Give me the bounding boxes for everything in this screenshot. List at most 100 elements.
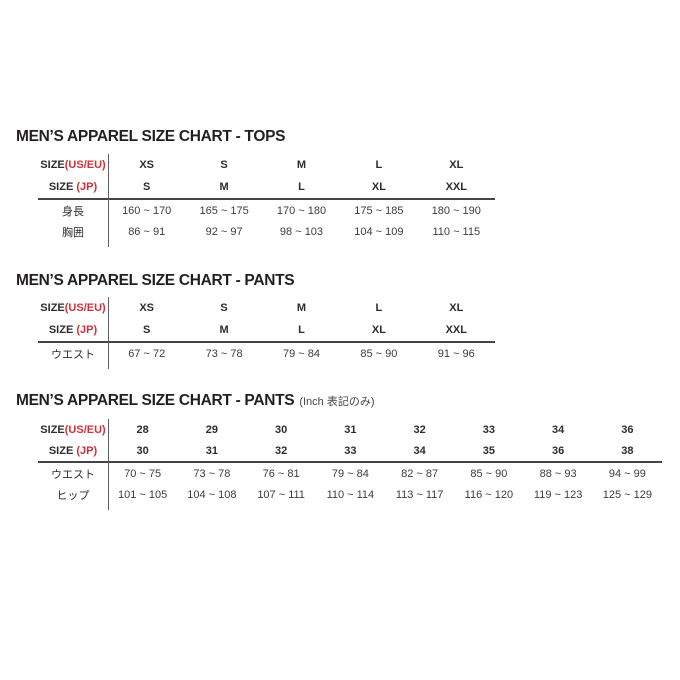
row-label: SIZE(US/EU) bbox=[38, 159, 108, 171]
measurement-value-cell: 107 ~ 111 bbox=[257, 488, 305, 501]
measurement-value-cell: 175 ~ 185 bbox=[354, 204, 404, 217]
measurement-value-cell: 113 ~ 117 bbox=[395, 488, 444, 501]
row-label-region: (JP) bbox=[76, 444, 98, 457]
tops-size-chart-section: MEN’S APPAREL SIZE CHART - TOPS SIZE(US/… bbox=[16, 127, 495, 247]
measurement-value-cell: 104 ~ 108 bbox=[187, 488, 237, 501]
size-value-cell: 34 bbox=[552, 423, 565, 436]
size-value-cell: M bbox=[219, 324, 229, 336]
size-value-cell: 36 bbox=[621, 423, 634, 436]
measurement-value-cell: 79 ~ 84 bbox=[282, 347, 320, 360]
size-value-cell: XS bbox=[139, 302, 155, 314]
size-value-cell: M bbox=[296, 302, 307, 314]
size-value-cell: 35 bbox=[482, 444, 495, 457]
measurement-value-cell: 76 ~ 81 bbox=[262, 467, 300, 480]
size-header-row: SIZE(US/EU) XS S M L XL bbox=[38, 297, 495, 319]
title-text: MEN’S APPAREL SIZE CHART - TOPS bbox=[16, 128, 286, 145]
row-label-text: SIZE bbox=[48, 181, 77, 193]
measurement-value-cell: 92 ~ 97 bbox=[205, 225, 243, 238]
size-value-cell: S bbox=[143, 181, 151, 193]
measurement-value-cell: 91 ~ 96 bbox=[437, 347, 475, 360]
size-value-cell: 31 bbox=[205, 444, 218, 457]
pants-inch-size-chart-section: MEN’S APPAREL SIZE CHART - PANTS (Inch 表記… bbox=[16, 391, 662, 510]
measurement-value-cell: 85 ~ 90 bbox=[360, 347, 398, 360]
size-value-cell: L bbox=[375, 302, 383, 314]
table-divider-rule bbox=[38, 198, 495, 200]
size-value-cell: XL bbox=[371, 324, 386, 336]
size-value-cell: 29 bbox=[205, 423, 218, 436]
measurement-row: ウエスト 70 ~ 75 73 ~ 78 76 ~ 81 79 ~ 84 82 ~ 87 8… bbox=[38, 463, 662, 484]
measurement-value-cell: 86 ~ 91 bbox=[128, 225, 166, 238]
measurement-value-cell: 88 ~ 93 bbox=[539, 467, 577, 480]
size-value-cell: S bbox=[220, 302, 228, 314]
tops-size-table: SIZE(US/EU) XS S M L XL SIZE (JP) S M L XL XXL 身長 160… bbox=[38, 154, 495, 247]
row-label-region: (JP) bbox=[76, 181, 98, 193]
measurement-value-cell: 160 ~ 170 bbox=[122, 204, 172, 217]
row-label: SIZE(US/EU) bbox=[38, 302, 108, 314]
row-label: SIZE (JP) bbox=[38, 181, 108, 193]
size-value-cell: L bbox=[298, 324, 305, 336]
row-label: SIZE (JP) bbox=[38, 324, 108, 336]
measurement-value-cell: 67 ~ 72 bbox=[128, 347, 166, 360]
measurement-value-cell: 170 ~ 180 bbox=[276, 204, 327, 217]
table-divider-rule bbox=[38, 341, 495, 343]
size-value-cell: 34 bbox=[413, 444, 426, 457]
measurement-value-cell: 94 ~ 99 bbox=[608, 467, 646, 480]
size-value-cell: 30 bbox=[136, 444, 149, 457]
size-header-row: SIZE (JP) S M L XL XXL bbox=[38, 176, 495, 198]
measurement-label: ウエスト bbox=[51, 468, 95, 481]
size-value-cell: L bbox=[375, 159, 383, 171]
measurement-label: 身長 bbox=[62, 205, 84, 218]
size-value-cell: 32 bbox=[413, 423, 426, 436]
size-header-row: SIZE(US/EU) XS S M L XL bbox=[38, 154, 495, 176]
measurement-value-cell: 73 ~ 78 bbox=[193, 467, 231, 480]
size-value-cell: 28 bbox=[136, 423, 149, 436]
size-value-cell: S bbox=[143, 324, 151, 336]
measurement-value-cell: 98 ~ 103 bbox=[279, 225, 324, 238]
measurement-value-cell: 79 ~ 84 bbox=[331, 467, 369, 480]
pants-inch-chart-title: MEN’S APPAREL SIZE CHART - PANTS (Inch 表記… bbox=[16, 391, 662, 412]
row-label-region: (US/EU) bbox=[64, 159, 106, 171]
row-label: SIZE (JP) bbox=[38, 445, 108, 457]
measurement-value-cell: 165 ~ 175 bbox=[199, 204, 249, 217]
measurement-value-cell: 119 ~ 123 bbox=[533, 488, 583, 501]
size-value-cell: 36 bbox=[552, 444, 565, 457]
table-divider-rule bbox=[38, 461, 662, 463]
size-value-cell: L bbox=[298, 181, 305, 193]
measurement-row: ヒップ 101 ~ 105 104 ~ 108 107 ~ 111 110 ~ 114 1… bbox=[38, 484, 662, 505]
measurement-label: 胸囲 bbox=[62, 226, 84, 239]
size-value-cell: XL bbox=[449, 302, 464, 314]
pants-size-table: SIZE(US/EU) XS S M L XL SIZE (JP) S M L XL XXL ウエスト 6… bbox=[38, 297, 495, 369]
size-value-cell: XL bbox=[371, 181, 386, 193]
size-value-cell: 30 bbox=[275, 423, 288, 436]
size-header-row: SIZE (JP) S M L XL XXL bbox=[38, 319, 495, 341]
measurement-value-cell: 125 ~ 129 bbox=[602, 488, 652, 501]
measurement-label: ウエスト bbox=[51, 348, 95, 361]
pants-size-chart-section: MEN’S APPAREL SIZE CHART - PANTS SIZE(US… bbox=[16, 271, 495, 369]
measurement-value-cell: 85 ~ 90 bbox=[470, 467, 508, 480]
measurement-row: 身長 160 ~ 170 165 ~ 175 170 ~ 180 175 ~ 185 18… bbox=[38, 200, 495, 221]
pants-chart-title: MEN’S APPAREL SIZE CHART - PANTS bbox=[16, 271, 495, 291]
row-label-text: SIZE bbox=[40, 159, 65, 171]
measurement-value-cell: 104 ~ 109 bbox=[354, 225, 404, 238]
measurement-value-cell: 101 ~ 105 bbox=[118, 488, 168, 501]
size-value-cell: XXL bbox=[445, 324, 467, 336]
measurement-label: ヒップ bbox=[56, 489, 90, 502]
row-label-text: SIZE bbox=[40, 302, 65, 314]
measurement-value-cell: 180 ~ 190 bbox=[431, 204, 481, 217]
size-value-cell: M bbox=[219, 181, 229, 193]
row-label-text: SIZE bbox=[48, 444, 77, 457]
row-label-region: (JP) bbox=[76, 324, 98, 336]
size-value-cell: M bbox=[296, 159, 307, 171]
measurement-value-cell: 110 ~ 115 bbox=[432, 225, 481, 238]
size-value-cell: 32 bbox=[275, 444, 288, 457]
size-value-cell: 38 bbox=[621, 444, 634, 457]
row-label: SIZE(US/EU) bbox=[38, 424, 108, 436]
title-text: MEN’S APPAREL SIZE CHART - PANTS bbox=[16, 272, 295, 289]
measurement-value-cell: 116 ~ 120 bbox=[464, 488, 514, 501]
size-value-cell: 31 bbox=[344, 423, 357, 436]
title-note-inch-only: (Inch 表記のみ) bbox=[299, 396, 375, 408]
tops-chart-title: MEN’S APPAREL SIZE CHART - TOPS bbox=[16, 127, 495, 147]
size-header-row: SIZE (JP) 30 31 32 33 34 35 36 38 bbox=[38, 440, 662, 461]
measurement-value-cell: 82 ~ 87 bbox=[401, 467, 439, 480]
